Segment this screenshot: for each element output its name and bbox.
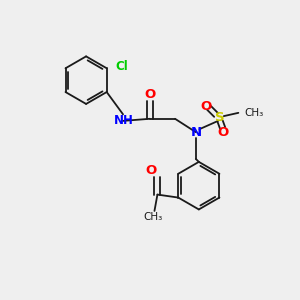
Text: Cl: Cl [115, 60, 128, 73]
Text: N: N [191, 126, 202, 139]
Text: O: O [144, 88, 155, 101]
Text: NH: NH [114, 114, 134, 128]
Text: CH₃: CH₃ [143, 212, 163, 222]
Text: O: O [218, 126, 229, 139]
Text: O: O [145, 164, 157, 177]
Text: S: S [215, 111, 224, 124]
Text: O: O [201, 100, 212, 112]
Text: CH₃: CH₃ [244, 108, 264, 118]
